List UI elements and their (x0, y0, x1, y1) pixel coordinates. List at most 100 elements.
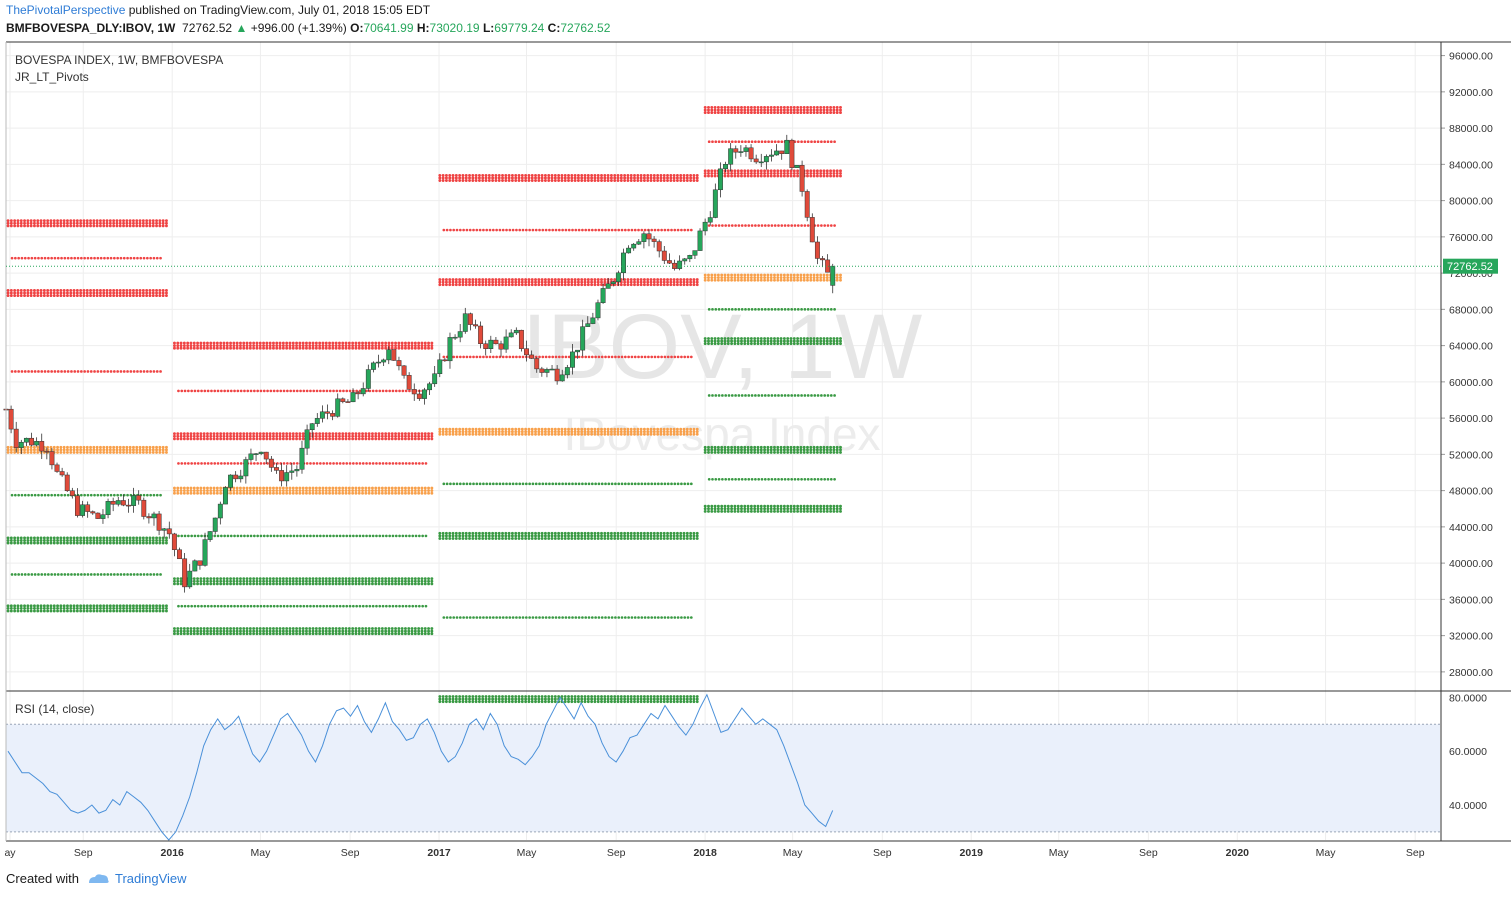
candle-body (473, 324, 478, 327)
candle-body (233, 474, 239, 480)
candle-body (610, 281, 616, 284)
candle-body (406, 375, 412, 390)
price-axis-label: 88000.00 (1449, 123, 1493, 135)
time-axis-label: 2016 (161, 847, 185, 859)
candle-body (284, 472, 290, 482)
price-axis-label: 52000.00 (1449, 449, 1493, 461)
candle-body (222, 487, 228, 505)
candle-body (365, 369, 371, 389)
candle-body (13, 428, 19, 448)
candle-body (498, 343, 504, 350)
rsi-axis-label: 40.0000 (1449, 800, 1487, 812)
pivot-levels (6, 105, 845, 704)
candle-body (110, 501, 116, 505)
candle-body (386, 349, 392, 361)
candle-body (758, 161, 764, 164)
candle-body (457, 331, 463, 338)
candle-body (74, 495, 80, 516)
candle-body (141, 499, 147, 517)
candle-body (656, 241, 662, 252)
candle-body (23, 437, 29, 443)
candle-body (636, 241, 642, 245)
open-value: 70641.99 (363, 21, 414, 35)
time-axis-label: May (1316, 847, 1337, 859)
last-price-tag: 72762.52 (1443, 258, 1498, 274)
candle-body (503, 336, 509, 350)
candle-body (564, 367, 570, 376)
candle-body (171, 533, 177, 550)
tradingview-link[interactable]: TradingView (87, 871, 187, 886)
candle-body (738, 151, 744, 153)
candle-body (268, 458, 274, 468)
candle-body (330, 413, 336, 417)
candle-body (570, 351, 575, 368)
published-text: published on TradingView.com, July 01, 2… (128, 3, 431, 17)
candle-body (728, 148, 734, 165)
candle-body (447, 337, 453, 362)
candle-body (774, 150, 780, 156)
author-link[interactable]: ThePivotalPerspective (6, 3, 126, 17)
candle-body (651, 238, 657, 242)
candles (3, 134, 836, 593)
candle-body (539, 368, 545, 373)
price-axis-label: 60000.00 (1449, 377, 1493, 389)
candle-body (177, 549, 182, 560)
price-axis-label: 84000.00 (1449, 159, 1493, 171)
candle-body (253, 453, 259, 455)
candle-body (621, 252, 626, 274)
candle-body (549, 368, 555, 371)
price-axis-label: 36000.00 (1449, 594, 1493, 606)
candle-body (335, 398, 341, 417)
time-axis-label: Sep (1139, 847, 1158, 859)
price-axis-label: 28000.00 (1449, 667, 1493, 679)
change-value: +996.00 (+1.39%) (250, 21, 347, 35)
price-axis-label: 68000.00 (1449, 304, 1493, 316)
tradingview-brand: TradingView (114, 871, 187, 886)
price-axis-label: 40000.00 (1449, 558, 1493, 570)
candle-body (360, 388, 366, 395)
candle-body (391, 349, 397, 361)
candle-body (697, 230, 703, 251)
candle-body (544, 369, 550, 373)
candle-body (197, 560, 203, 566)
price-axis-label: 80000.00 (1449, 196, 1493, 208)
candle-body (49, 451, 55, 466)
close-label: C: (547, 21, 561, 35)
candle-body (585, 323, 591, 327)
close-value: 72762.52 (560, 21, 611, 35)
candle-body (207, 531, 213, 540)
candle-body (166, 528, 172, 535)
candle-body (238, 475, 244, 480)
candle-body (799, 165, 805, 192)
candle-body (554, 368, 560, 382)
candle-body (217, 503, 223, 519)
published-header: ThePivotalPerspective published on Tradi… (6, 3, 430, 17)
candle-body (161, 528, 167, 531)
candle-body (80, 504, 85, 516)
candle-body (376, 361, 381, 364)
rsi-axis-label: 80.0000 (1449, 692, 1487, 704)
candle-body (319, 411, 325, 419)
time-axis-label: Sep (873, 847, 892, 859)
candle-body (534, 358, 540, 370)
candle-body (753, 158, 759, 163)
candle-body (115, 500, 121, 505)
candle-body (136, 495, 142, 501)
candle-body (748, 147, 754, 160)
candle-body (677, 260, 683, 269)
candle-body (151, 513, 157, 519)
candle-body (126, 504, 131, 507)
candle-body (467, 313, 473, 325)
candle-body (784, 139, 790, 154)
rsi-pane (6, 693, 1440, 841)
candle-body (304, 429, 310, 449)
high-value: 73020.19 (429, 21, 480, 35)
candle-body (809, 217, 815, 243)
candle-body (580, 326, 586, 351)
candle-body (626, 247, 632, 254)
candle-body (146, 516, 152, 519)
candle-body (34, 441, 40, 446)
price-tag-text: 72762.52 (1447, 261, 1493, 273)
candle-body (95, 512, 101, 519)
